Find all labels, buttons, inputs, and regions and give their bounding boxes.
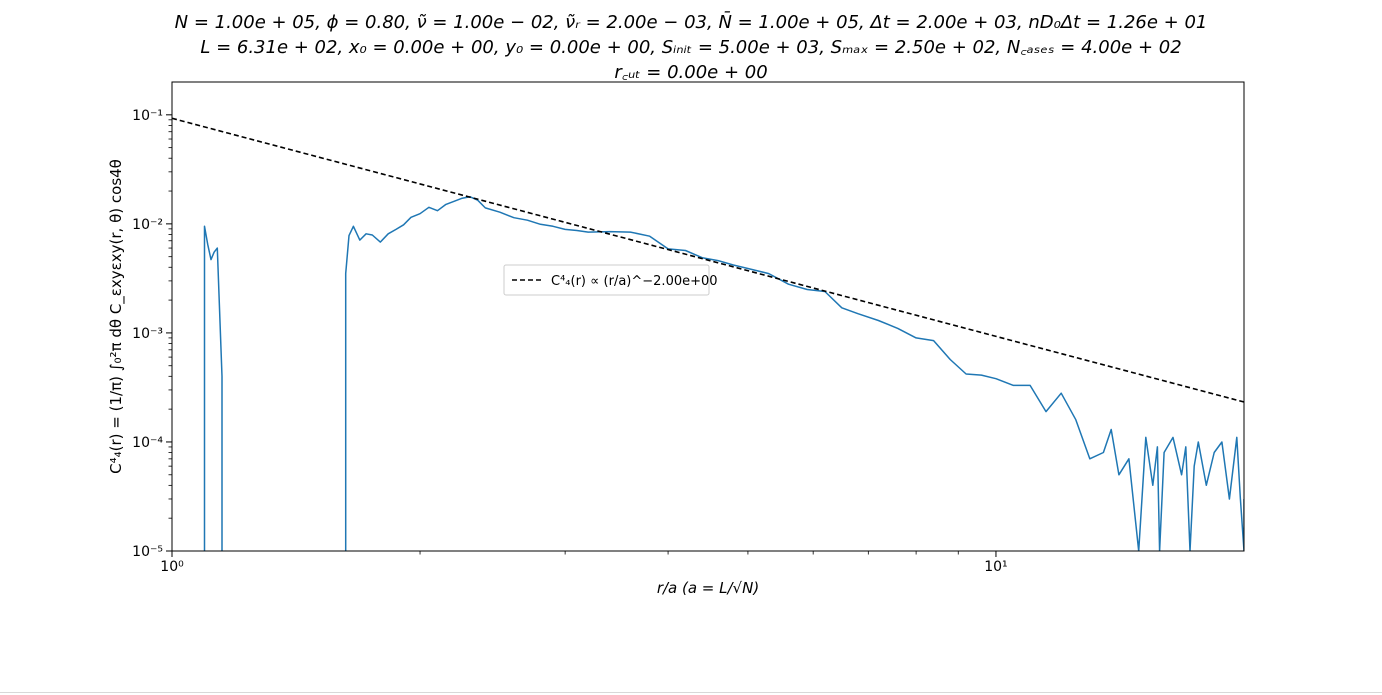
series-0-segment-0 (203, 225, 223, 551)
y-axis-label: C⁴₄(r) = (1/π) ∫₀²π dθ C_εxyεxy(r, θ) co… (107, 159, 126, 474)
legend: C⁴₄(r) ∝ (r/a)^−2.00e+00 (503, 264, 718, 296)
legend-box (503, 264, 710, 296)
chart-title-line-2: L = 6.31e + 02, x₀ = 0.00e + 00, y₀ = 0.… (200, 37, 1182, 58)
data-layer (172, 117, 1244, 551)
y-tick-label: 10⁻² (132, 217, 163, 233)
x-tick-label: 10⁰ (160, 559, 184, 575)
chart-title-line-1: N = 1.00e + 05, ϕ = 0.80, ν̃ = 1.00e − 0… (174, 12, 1208, 33)
bottom-rule (0, 692, 1382, 693)
ticks-layer: 10⁰ 10¹ 10⁻⁵ 10⁻⁴ 10⁻³ 10⁻² 10⁻¹ (132, 108, 1008, 575)
x-tick-label: 10¹ (984, 559, 1007, 575)
x-axis-label: r/a (a = L/√N) (657, 579, 759, 597)
y-tick-label: 10⁻⁵ (132, 544, 163, 560)
chart-title-line-3: r꜀ᵤₜ = 0.00e + 00 (614, 62, 768, 83)
axes-frame (171, 81, 1245, 552)
y-tick-label: 10⁻⁴ (132, 435, 163, 451)
y-tick-label: 10⁻¹ (132, 108, 163, 124)
power-law-fit-line (172, 117, 1244, 403)
legend-label: C⁴₄(r) ∝ (r/a)^−2.00e+00 (551, 274, 718, 289)
y-tick-label: 10⁻³ (132, 326, 163, 342)
series-0-segment-1 (344, 196, 1244, 551)
